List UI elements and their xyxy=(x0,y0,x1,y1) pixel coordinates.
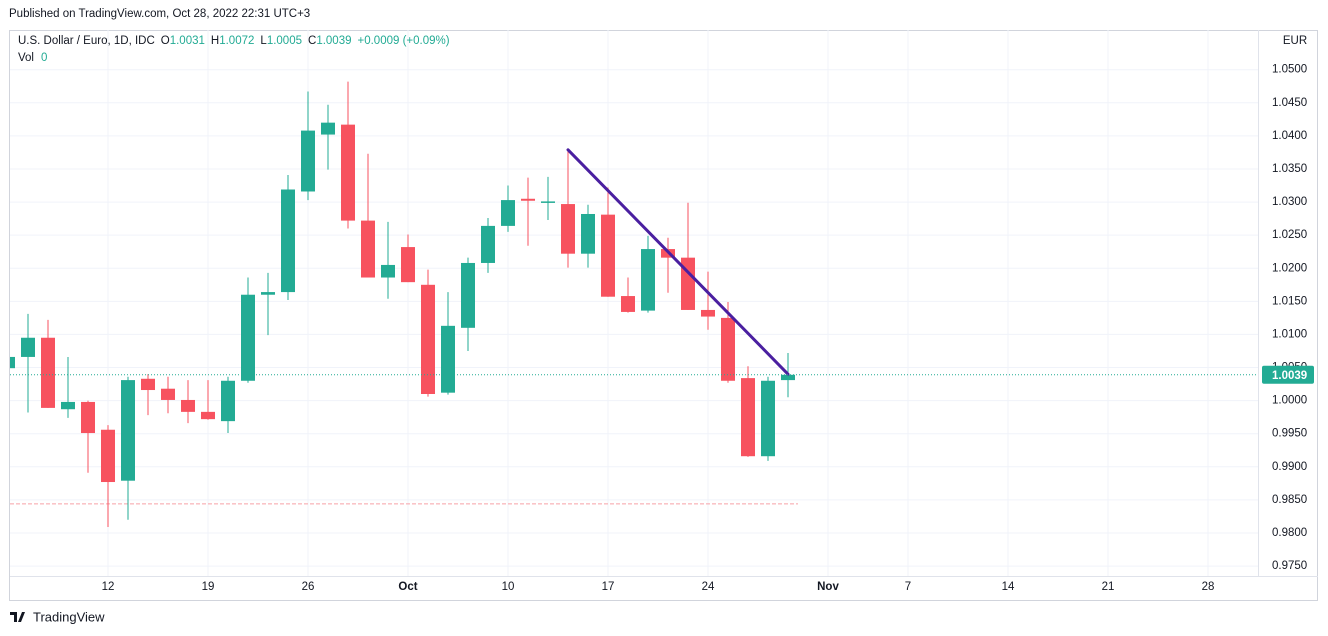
ohlc-label: L xyxy=(260,35,267,47)
candle-body xyxy=(141,378,155,391)
symbol-title: U.S. Dollar / Euro, 1D, IDC xyxy=(18,35,155,47)
candle-body xyxy=(421,284,435,394)
candle-body xyxy=(41,337,55,408)
x-tick-label: 28 xyxy=(1202,581,1215,593)
y-tick-label: 1.0250 xyxy=(1272,229,1307,241)
x-tick-label: 26 xyxy=(302,581,315,593)
candle-body xyxy=(461,262,475,328)
ohlc-value: 1.0072 xyxy=(219,35,254,47)
currency: EUR xyxy=(1283,35,1307,47)
last-price-box xyxy=(1262,365,1314,384)
candle-body xyxy=(381,264,395,278)
candle-body xyxy=(561,204,575,254)
ohlc-label: H xyxy=(211,35,219,47)
x-tick-label: 12 xyxy=(102,581,115,593)
volume-value: 0 xyxy=(41,52,47,64)
ohlc-value: 1.0005 xyxy=(267,35,302,47)
candle-body xyxy=(161,388,175,400)
candle-body xyxy=(481,225,495,263)
ohlc-label: O xyxy=(161,35,170,47)
last-price-label: 1.0039 xyxy=(1272,370,1307,382)
candle-body xyxy=(521,198,535,201)
y-tick-label: 0.9800 xyxy=(1272,527,1307,539)
x-tick-label: Nov xyxy=(817,581,839,593)
candle-body xyxy=(781,374,795,381)
logo-icon xyxy=(10,612,25,622)
candle-body xyxy=(221,380,235,422)
candle-body xyxy=(361,220,375,278)
candle-body xyxy=(241,294,255,381)
candle-body xyxy=(621,296,635,312)
x-tick-label: 14 xyxy=(1002,581,1015,593)
candle-body xyxy=(341,124,355,221)
candle-body xyxy=(201,411,215,420)
candle-body xyxy=(301,130,315,192)
candle-body xyxy=(501,200,515,226)
y-tick-label: 1.0100 xyxy=(1272,328,1307,340)
published-note: Published on TradingView.com, Oct 28, 20… xyxy=(9,8,310,20)
x-tick-label: 7 xyxy=(905,581,911,593)
ohlc-value: 1.0039 xyxy=(316,35,351,47)
candle-body xyxy=(121,380,135,481)
ohlc-value: 1.0031 xyxy=(170,35,205,47)
y-tick-label: 1.0300 xyxy=(1272,196,1307,208)
frame xyxy=(9,30,1318,601)
candle-body xyxy=(261,292,275,295)
trend-line xyxy=(566,148,790,376)
candle-body xyxy=(281,189,295,293)
y-tick-label: 0.9750 xyxy=(1272,560,1307,572)
candle-body xyxy=(21,337,35,357)
y-tick-label: 1.0000 xyxy=(1272,395,1307,407)
y-tick-label: 1.0150 xyxy=(1272,295,1307,307)
candle-body xyxy=(701,309,715,317)
candle-body xyxy=(321,122,335,135)
candle-body xyxy=(101,429,115,483)
candle-body xyxy=(10,356,15,369)
y-tick-label: 0.9850 xyxy=(1272,494,1307,506)
candle-body xyxy=(61,401,75,410)
x-tick-label: 24 xyxy=(702,581,715,593)
candle-body xyxy=(401,247,415,283)
brand: TradingView xyxy=(33,609,105,624)
candle-body xyxy=(181,399,195,412)
x-tick-label: 19 xyxy=(202,581,215,593)
x-tick-label: 10 xyxy=(502,581,515,593)
y-tick-label: 1.0450 xyxy=(1272,97,1307,109)
y-tick-label: 1.0500 xyxy=(1272,64,1307,76)
candle-body xyxy=(441,325,455,393)
candle-body xyxy=(721,317,735,381)
y-tick-label: 0.9900 xyxy=(1272,461,1307,473)
ohlc-label: C xyxy=(308,35,316,47)
candle-body xyxy=(761,380,775,457)
y-tick-label: 1.0400 xyxy=(1272,130,1307,142)
candle-body xyxy=(641,249,655,311)
y-tick-label: 1.0200 xyxy=(1272,262,1307,274)
footer-logo: TradingView xyxy=(10,609,105,624)
candle-body xyxy=(741,378,755,457)
y-tick-label: 1.0350 xyxy=(1272,163,1307,175)
change: +0.0009 (+0.09%) xyxy=(358,35,450,47)
candle-body xyxy=(81,401,95,434)
x-tick-label: 21 xyxy=(1102,581,1115,593)
x-tick-label: Oct xyxy=(398,581,417,593)
volume-label: Vol xyxy=(18,52,34,64)
candle-body xyxy=(601,214,615,297)
y-tick-label: 0.9950 xyxy=(1272,428,1307,440)
x-tick-label: 17 xyxy=(602,581,615,593)
candle-body xyxy=(581,213,595,254)
candle-body xyxy=(541,201,555,203)
